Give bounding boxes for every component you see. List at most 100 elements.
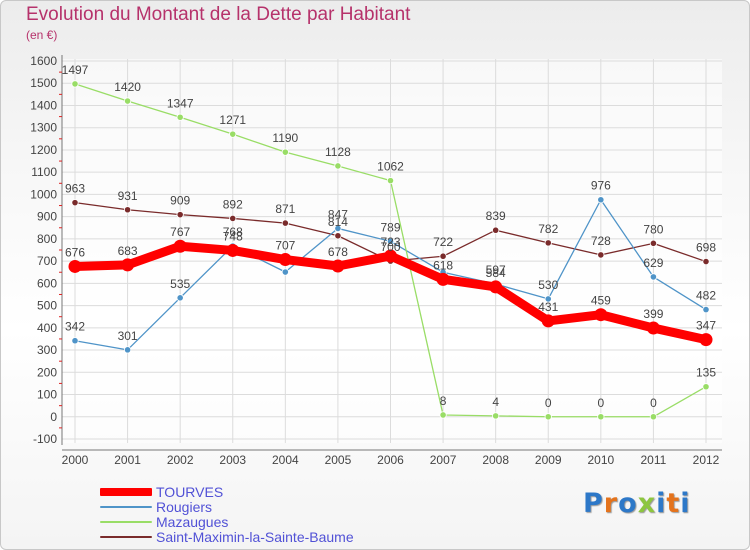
data-point [702, 305, 710, 314]
y-tick-label: 900 [37, 210, 57, 224]
data-label: 676 [65, 245, 85, 259]
data-label: 8 [440, 394, 447, 408]
data-label: 768 [223, 225, 243, 239]
data-label: 722 [433, 235, 453, 249]
y-tick-label: -100 [33, 432, 57, 446]
data-label: 301 [118, 329, 138, 343]
data-point [492, 226, 500, 234]
data-point [71, 80, 79, 88]
legend-swatch [100, 488, 152, 496]
data-label: 871 [275, 202, 295, 216]
data-label: 1497 [62, 63, 89, 77]
data-point [702, 383, 710, 391]
data-point [646, 321, 660, 335]
data-point [334, 162, 342, 170]
data-label: 892 [223, 197, 243, 211]
data-point [597, 413, 605, 421]
x-tick-label: 2002 [167, 453, 194, 467]
data-point [229, 130, 237, 138]
legend-label: Mazaugues [156, 514, 229, 530]
data-label: 723 [380, 235, 400, 249]
data-label: 347 [696, 319, 716, 333]
data-point [702, 257, 710, 266]
x-tick-label: 2010 [587, 453, 614, 467]
y-tick-label: 1100 [31, 165, 57, 179]
data-point [71, 199, 79, 207]
data-point [123, 97, 132, 105]
data-point [123, 346, 132, 354]
data-point [176, 294, 184, 302]
y-tick-label: 300 [37, 343, 57, 357]
data-point [597, 196, 605, 204]
chart-title: Evolution du Montant de la Dette par Hab… [26, 4, 411, 25]
y-tick-label: 1400 [30, 98, 57, 112]
data-label: 1420 [114, 80, 141, 94]
y-tick-label: 1000 [30, 187, 57, 201]
data-point [121, 258, 135, 272]
y-tick-label: 1600 [30, 54, 57, 68]
x-tick-label: 2005 [325, 453, 352, 467]
data-label: 135 [696, 366, 716, 380]
data-label: 530 [538, 278, 558, 292]
y-tick-label: 200 [37, 365, 57, 379]
legend-swatch [100, 506, 152, 508]
x-tick-label: 2007 [430, 453, 457, 467]
logo-letter: i [680, 488, 691, 519]
chart-subtitle: (en €) [26, 28, 58, 42]
y-tick-label: 100 [37, 388, 57, 402]
data-label: 814 [328, 215, 348, 229]
data-point [439, 252, 447, 260]
y-tick-label: 1300 [30, 121, 57, 135]
data-point [492, 412, 500, 420]
data-label: 1271 [219, 113, 246, 127]
data-label: 748 [223, 229, 243, 243]
data-point [281, 219, 289, 227]
data-point [173, 239, 187, 253]
data-point [544, 413, 552, 421]
x-tick-label: 2006 [377, 453, 404, 467]
data-point [544, 239, 552, 247]
data-point [597, 251, 605, 259]
data-label: 584 [486, 266, 506, 280]
data-label: 1190 [272, 131, 298, 145]
data-point [649, 413, 658, 421]
x-tick-label: 2003 [219, 453, 246, 467]
data-label: 847 [328, 207, 348, 221]
data-label: 683 [118, 244, 138, 258]
data-label: 789 [380, 220, 400, 234]
legend-swatch [100, 521, 152, 523]
legend-label: TOURVES [156, 484, 224, 500]
x-tick-label: 2008 [482, 453, 509, 467]
logo-letter: i [656, 488, 667, 519]
data-label: 707 [275, 239, 295, 253]
data-label: 1128 [325, 145, 351, 159]
data-point [384, 249, 397, 263]
data-point [278, 253, 292, 267]
data-label: 931 [118, 189, 138, 203]
y-tick-label: 1200 [30, 143, 57, 157]
data-point [699, 333, 713, 347]
data-point [281, 148, 289, 156]
data-label: 767 [170, 225, 190, 239]
data-label: 4 [492, 395, 499, 409]
data-point [281, 268, 289, 276]
data-label: 399 [643, 307, 663, 321]
y-tick-label: 700 [37, 254, 57, 268]
data-label: 839 [486, 209, 506, 223]
y-tick-label: 400 [37, 321, 57, 335]
legend-swatch [100, 536, 152, 538]
data-point [489, 280, 503, 294]
y-tick-label: 1500 [30, 76, 57, 90]
logo-letter: t [666, 488, 681, 519]
x-tick-label: 2012 [693, 453, 720, 467]
data-point [649, 273, 658, 281]
logo-letter: o [618, 488, 638, 519]
data-point [386, 177, 395, 185]
data-point [334, 224, 342, 233]
data-point [229, 214, 237, 223]
data-point [71, 337, 79, 345]
data-label: 963 [65, 182, 85, 196]
logo-letter: r [603, 488, 619, 519]
data-point [331, 259, 345, 273]
